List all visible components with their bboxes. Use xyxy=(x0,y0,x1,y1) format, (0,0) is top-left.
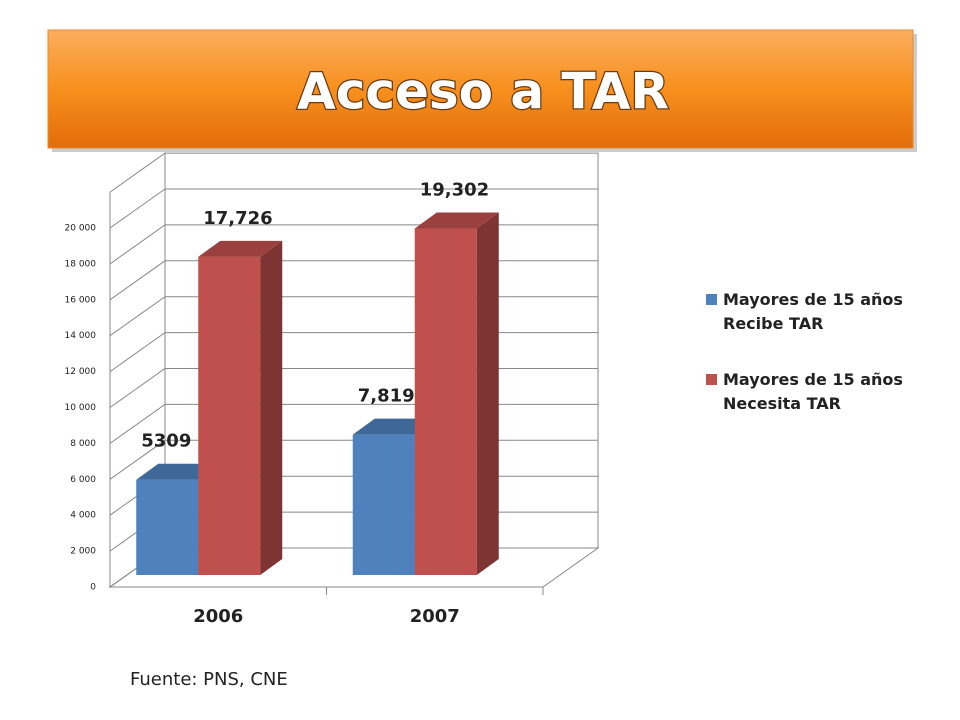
x-tick-label: 2006 xyxy=(193,606,243,627)
bar-side xyxy=(476,212,499,575)
bar xyxy=(136,479,199,575)
bar xyxy=(352,434,415,575)
grid-line xyxy=(109,368,598,408)
grid-line xyxy=(109,296,598,337)
grid-line xyxy=(109,224,598,265)
value-label: 19,302 xyxy=(420,180,489,201)
value-label: 17,726 xyxy=(203,208,272,229)
bar-top xyxy=(198,240,283,257)
y-tick-label: 0 xyxy=(90,583,96,593)
grid-line xyxy=(109,188,598,229)
chart-title: Acceso a TAR xyxy=(297,63,669,121)
y-tick-label: 16 000 xyxy=(65,295,97,305)
y-tick-label: 6 000 xyxy=(70,475,96,485)
legend-label: Mayores de 15 años Recibe TAR xyxy=(723,290,903,333)
bar xyxy=(198,256,261,575)
source-note: Fuente: PNS, CNE xyxy=(130,669,288,690)
y-tick-label: 4 000 xyxy=(70,511,96,521)
legend-swatch xyxy=(706,374,717,385)
y-tick-label: 20 000 xyxy=(65,224,97,234)
value-label: 5309 xyxy=(141,431,191,452)
y-tick-label: 18 000 xyxy=(65,259,97,269)
y-tick-label: 12 000 xyxy=(65,367,97,377)
x-tick-label: 2007 xyxy=(410,606,460,627)
value-label: 7,819 xyxy=(358,386,415,407)
y-tick-label: 8 000 xyxy=(70,439,96,449)
legend-label: Mayores de 15 años Necesita TAR xyxy=(723,370,903,413)
y-tick-label: 10 000 xyxy=(65,403,97,413)
bar-top xyxy=(414,212,499,229)
bar-side xyxy=(260,240,283,575)
grid-line xyxy=(109,332,598,373)
title-banner xyxy=(47,29,914,149)
legend-swatch xyxy=(706,294,717,305)
bar xyxy=(414,228,477,575)
grid-line xyxy=(109,260,598,301)
y-tick-label: 14 000 xyxy=(65,331,97,341)
y-tick-label: 2 000 xyxy=(70,547,96,557)
